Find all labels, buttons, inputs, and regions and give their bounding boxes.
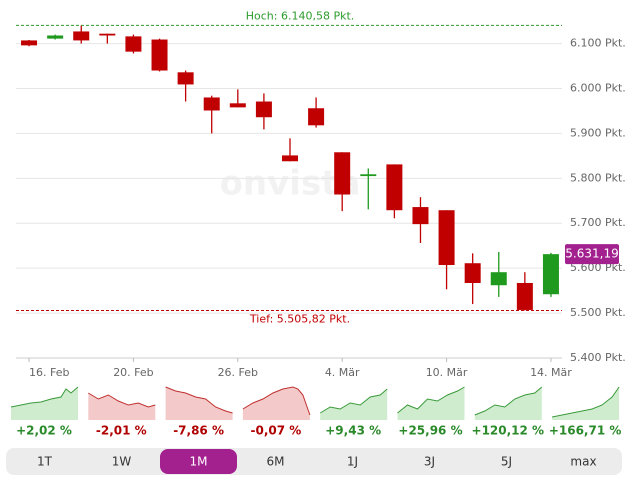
y-tick-label: 6.100 Pkt. <box>570 37 626 50</box>
tab[interactable]: 3J <box>424 455 435 469</box>
sparkline-line <box>10 386 79 408</box>
sparkline <box>552 386 620 420</box>
sparkline-area <box>320 389 388 420</box>
x-tick-label: 4. Mär <box>325 366 360 379</box>
sparkline-line <box>242 386 311 416</box>
sparkline-line <box>474 386 543 416</box>
candle-body <box>308 108 325 126</box>
x-tick-label: 10. Mär <box>426 366 468 379</box>
x-tick-label: 14. Mär <box>530 366 572 379</box>
performance-label: +9,43 % <box>325 424 381 438</box>
candle-body <box>255 101 272 118</box>
x-tick-label: 16. Feb <box>29 366 69 379</box>
candle-body <box>203 97 220 111</box>
tab[interactable]: 1J <box>347 455 358 469</box>
candle-body <box>125 36 142 52</box>
sparkline-area <box>242 387 310 420</box>
y-tick-label: 5.800 Pkt. <box>570 171 626 184</box>
candle-body <box>47 35 64 39</box>
sparkline-area <box>165 387 233 420</box>
performance-label: +166,71 % <box>549 424 622 438</box>
candle-body <box>360 174 377 177</box>
candle-body <box>229 103 246 108</box>
sparkline <box>474 386 543 420</box>
tab[interactable]: 1W <box>112 455 132 469</box>
sparkline-area <box>552 387 620 420</box>
sparkline <box>242 386 311 420</box>
sparkline-area <box>474 387 542 420</box>
sparkline-line <box>319 388 388 414</box>
sparkline-line <box>397 386 465 414</box>
candle-body <box>464 263 481 283</box>
sparkline <box>88 392 156 420</box>
tab-selected <box>160 449 237 474</box>
tab[interactable]: 1M <box>190 455 208 469</box>
sparkline-line <box>88 392 156 408</box>
tab[interactable]: max <box>570 455 596 469</box>
sparkline <box>319 388 388 420</box>
candle-body <box>542 254 559 295</box>
performance-label: -7,86 % <box>173 424 224 438</box>
sparkline <box>397 386 465 420</box>
sparkline-line <box>165 386 233 414</box>
candle-body <box>386 164 403 211</box>
candle-body <box>490 272 507 286</box>
candle-body <box>438 210 455 266</box>
sparkline <box>10 386 79 420</box>
tab[interactable]: 5J <box>501 455 512 469</box>
candle-body <box>412 207 429 225</box>
candle-body <box>177 72 194 85</box>
last-price-box <box>565 244 619 265</box>
candle-body <box>282 155 298 162</box>
candle-body <box>516 282 533 310</box>
sparkline <box>165 386 233 420</box>
x-tick-label: 20. Feb <box>113 366 153 379</box>
y-tick-label: 6.000 Pkt. <box>570 81 626 94</box>
sparkline-area <box>88 393 156 420</box>
y-tick-label: 5.700 Pkt. <box>570 216 626 229</box>
y-tick-label: 5.600 Pkt. <box>570 261 626 274</box>
candle-body <box>151 39 168 71</box>
candle-body <box>334 152 351 195</box>
candle-body <box>73 31 90 41</box>
y-tick-label: 5.400 Pkt. <box>570 351 626 364</box>
y-tick-label: 5.500 Pkt. <box>570 306 626 319</box>
last-price-label: 5.631,19 <box>565 247 618 261</box>
y-tick-label: 5.900 Pkt. <box>570 126 626 139</box>
x-tick-label: 26. Feb <box>218 366 258 379</box>
candle-body <box>99 33 116 36</box>
candle-body <box>21 40 38 46</box>
performance-label: -0,07 % <box>251 424 302 438</box>
sparkline-line <box>552 386 620 418</box>
tab[interactable]: 1T <box>37 455 53 469</box>
performance-label: +25,96 % <box>398 424 462 438</box>
performance-label: +120,12 % <box>472 424 545 438</box>
tab-bar <box>6 448 622 475</box>
high_line-label: Hoch: 6.140,58 Pkt. <box>246 9 355 22</box>
sparkline-area <box>11 387 78 420</box>
tab[interactable]: 6M <box>267 455 285 469</box>
low_line-label: Tief: 5.505,82 Pkt. <box>249 312 350 325</box>
performance-label: -2,01 % <box>96 424 147 438</box>
performance-label: +2,02 % <box>16 424 72 438</box>
